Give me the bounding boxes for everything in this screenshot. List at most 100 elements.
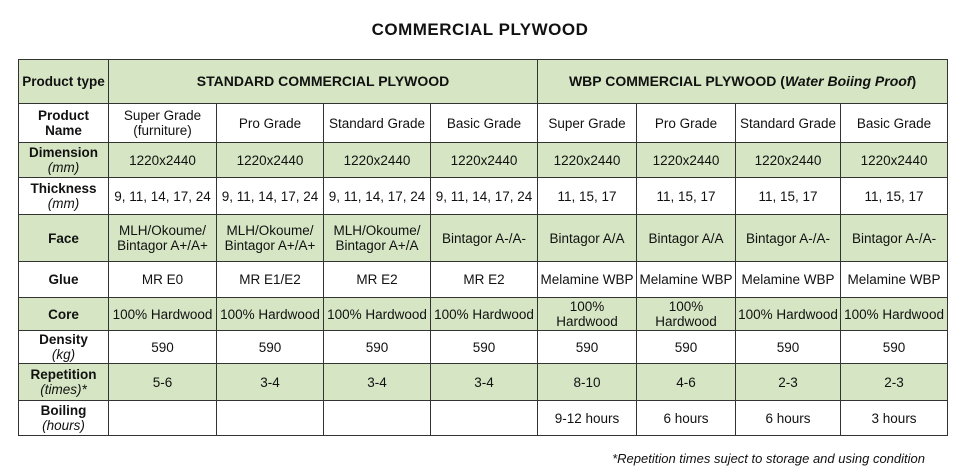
- table-cell: 590: [323, 330, 431, 364]
- table-row: Boiling (hours) 9-12 hours 6 hours 6 hours 3 …: [18, 400, 949, 436]
- table-cell: 3-4: [429, 363, 539, 401]
- row-label-text: Density: [39, 332, 88, 347]
- row-label: Boiling (hours): [18, 400, 109, 436]
- product-name-label: Product Name: [18, 103, 109, 143]
- table-row: Core 100% Hardwood 100% Hardwood 100% Hardw…: [18, 297, 949, 331]
- table-cell: 1220x2440: [216, 142, 324, 178]
- table-cell: MLH/Okoume/ Bintagor A+/A+: [216, 214, 324, 262]
- table-cell: MR E2: [323, 261, 431, 298]
- row-label: Repetition (times)*: [18, 363, 109, 401]
- table-cell: Bintagor A/A: [537, 214, 638, 262]
- table-cell: Melamine WBP: [735, 261, 842, 298]
- row-label-text: Thickness: [30, 181, 97, 196]
- table-cell: MR E0: [108, 261, 217, 298]
- table-cell: 1220x2440: [840, 142, 949, 178]
- table-cell: 3-4: [216, 363, 324, 401]
- table-row: Density (kg) 590 590 590 590 590 590 590 590: [18, 330, 949, 364]
- product-name-cell: Super Grade (furniture): [108, 103, 217, 143]
- table-cell: 1220x2440: [735, 142, 842, 178]
- table-cell: 590: [840, 330, 949, 364]
- row-label: Face: [18, 214, 109, 262]
- row-label-text: Boiling: [40, 403, 87, 418]
- table-cell: Melamine WBP: [840, 261, 949, 298]
- table-cell: 100% Hardwood: [108, 297, 217, 331]
- table-cell: 100% Hardwood: [323, 297, 431, 331]
- table-cell: [429, 400, 539, 436]
- product-name-cell: Pro Grade: [636, 103, 737, 143]
- table-cell: 4-6: [636, 363, 737, 401]
- table-row: Dimension (mm) 1220x2440 1220x2440 1220x2440…: [18, 142, 949, 178]
- product-name-cell: Basic Grade: [840, 103, 949, 143]
- table-cell: 100% Hardwood: [216, 297, 324, 331]
- table-cell: 590: [735, 330, 842, 364]
- table-cell: MLH/Okoume/ Bintagor A+/A: [323, 214, 431, 262]
- standard-group-header: STANDARD COMMERCIAL PLYWOOD: [107, 59, 539, 104]
- footnote: *Repetition times suject to storage and …: [612, 451, 925, 466]
- table-cell: Melamine WBP: [636, 261, 737, 298]
- table-cell: 1220x2440: [429, 142, 539, 178]
- table-cell: 2-3: [735, 363, 842, 401]
- table-cell: 8-10: [537, 363, 638, 401]
- row-label: Glue: [18, 261, 109, 298]
- table-row: Repetition (times)* 5-6 3-4 3-4 3-4 8-10 4-6 2-3…: [18, 363, 949, 401]
- table-cell: 1220x2440: [108, 142, 217, 178]
- row-unit: (mm): [47, 160, 80, 175]
- row-label-text: Glue: [48, 272, 79, 287]
- table-cell: 1220x2440: [636, 142, 737, 178]
- table-cell: 3-4: [323, 363, 431, 401]
- table-cell: Bintagor A-/A-: [735, 214, 842, 262]
- product-type-label: Product type: [18, 59, 109, 104]
- row-unit: (times)*: [40, 382, 87, 397]
- row-label-text: Dimension: [28, 145, 98, 160]
- table-cell: 11, 15, 17: [735, 177, 842, 215]
- table-row: Face MLH/Okoume/ Bintagor A+/A+ MLH/Okoume…: [18, 214, 949, 262]
- table-cell: 9, 11, 14, 17, 24: [323, 177, 431, 215]
- product-name-cell: Super Grade: [537, 103, 638, 143]
- table-cell: 3 hours: [840, 400, 949, 436]
- table-cell: Melamine WBP: [537, 261, 638, 298]
- table-cell: 11, 15, 17: [537, 177, 638, 215]
- table-row: Glue MR E0 MR E1/E2 MR E2 MR E2 Melamine WBP M…: [18, 261, 949, 298]
- table-cell: 1220x2440: [537, 142, 638, 178]
- table-cell: Bintagor A-/A-: [429, 214, 539, 262]
- row-unit: (mm): [47, 196, 80, 211]
- table-cell: 1220x2440: [323, 142, 431, 178]
- table-cell: 9-12 hours: [537, 400, 638, 436]
- table-cell: 590: [636, 330, 737, 364]
- table-cell: 6 hours: [636, 400, 737, 436]
- table-cell: 100% Hardwood: [537, 297, 638, 331]
- table-row: Thickness (mm) 9, 11, 14, 17, 24 9, 11, 14,…: [18, 177, 949, 215]
- row-label: Thickness (mm): [18, 177, 109, 215]
- row-label-text: Face: [48, 230, 79, 246]
- table-cell: MR E1/E2: [216, 261, 324, 298]
- table-cell: 100% Hardwood: [636, 297, 737, 331]
- table-cell: 9, 11, 14, 17, 24: [429, 177, 539, 215]
- table-cell: [323, 400, 431, 436]
- table-cell: MR E2: [429, 261, 539, 298]
- page-title: COMMERCIAL PLYWOOD: [371, 20, 589, 39]
- row-label: Dimension (mm): [18, 142, 109, 178]
- table-cell: 9, 11, 14, 17, 24: [108, 177, 217, 215]
- table-cell: 590: [108, 330, 217, 364]
- table-cell: Bintagor A/A: [636, 214, 737, 262]
- row-unit: (kg): [51, 347, 76, 362]
- product-type-row: Product type STANDARD COMMERCIAL PLYWOOD…: [18, 59, 949, 104]
- table-cell: 11, 15, 17: [840, 177, 949, 215]
- product-name-cell: Pro Grade: [216, 103, 324, 143]
- row-label: Density (kg): [18, 330, 109, 364]
- product-name-cell: Basic Grade: [429, 103, 539, 143]
- table-cell: [108, 400, 217, 436]
- table-cell: Bintagor A-/A-: [840, 214, 949, 262]
- table-cell: 100% Hardwood: [429, 297, 539, 331]
- wbp-group-header: WBP COMMERCIAL PLYWOOD (Water Boiing Pro…: [537, 59, 949, 104]
- table-cell: 590: [216, 330, 324, 364]
- table-cell: 590: [429, 330, 539, 364]
- table-cell: 100% Hardwood: [735, 297, 842, 331]
- product-name-cell: Standard Grade: [323, 103, 431, 143]
- plywood-table: Product type STANDARD COMMERCIAL PLYWOOD…: [18, 59, 949, 436]
- row-label-text: Core: [48, 306, 79, 322]
- table-cell: 9, 11, 14, 17, 24: [216, 177, 324, 215]
- row-label: Core: [18, 297, 109, 331]
- table-cell: 100% Hardwood: [840, 297, 949, 331]
- product-name-cell: Standard Grade: [735, 103, 842, 143]
